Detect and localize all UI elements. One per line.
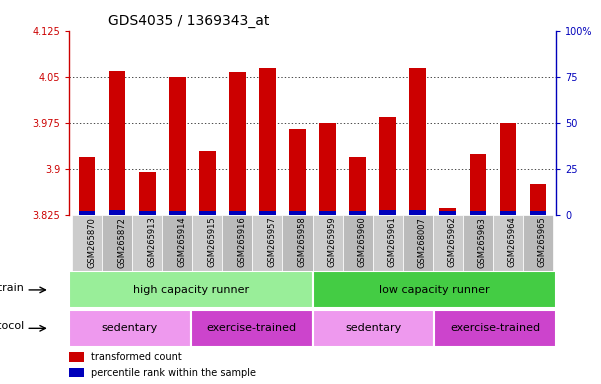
Bar [349,211,366,215]
Bar [469,211,486,215]
Bar [169,77,186,215]
Text: GSM265958: GSM265958 [297,217,307,268]
Bar [289,129,306,215]
Bar [162,215,192,271]
Bar [379,210,396,215]
Bar [319,123,336,215]
Bar [69,368,84,377]
Text: GSM265957: GSM265957 [267,217,276,268]
Bar [72,215,102,271]
Bar [313,271,556,308]
Text: low capacity runner: low capacity runner [379,285,490,295]
Bar [199,211,216,215]
Bar [282,215,313,271]
Bar [403,215,433,271]
Bar [469,154,486,215]
Text: sedentary: sedentary [345,323,401,333]
Bar [499,123,516,215]
Text: GSM268007: GSM268007 [418,217,427,268]
Bar [409,210,426,215]
Bar [259,211,276,215]
Bar [229,73,246,215]
Bar [69,310,191,347]
Text: GSM265916: GSM265916 [237,217,246,268]
Text: transformed count: transformed count [91,353,182,362]
Bar [529,211,546,215]
Bar [69,352,84,362]
Text: GSM265870: GSM265870 [87,217,96,268]
Bar [439,211,456,215]
Text: protocol: protocol [0,321,24,331]
Bar [523,215,553,271]
Text: GSM265961: GSM265961 [388,217,397,268]
Bar [109,71,126,215]
Text: GSM265962: GSM265962 [448,217,457,268]
Text: exercise-trained: exercise-trained [450,323,540,333]
Bar [379,118,396,215]
Bar [79,157,96,215]
Bar [139,172,156,215]
Bar [313,215,343,271]
Bar [169,211,186,215]
Text: GSM265913: GSM265913 [147,217,156,268]
Bar [373,215,403,271]
Bar [433,215,463,271]
Text: GSM265963: GSM265963 [478,217,487,268]
Text: GSM265960: GSM265960 [358,217,367,268]
Bar [319,211,336,215]
Bar [463,215,493,271]
Text: GSM265964: GSM265964 [508,217,517,268]
Text: exercise-trained: exercise-trained [207,323,297,333]
Bar [222,215,252,271]
Bar [343,215,373,271]
Bar [439,208,456,215]
Bar [252,215,282,271]
Text: GSM265872: GSM265872 [117,217,126,268]
Bar [199,151,216,215]
Bar [192,215,222,271]
Bar [139,211,156,215]
Text: GSM265915: GSM265915 [207,217,216,267]
Text: GDS4035 / 1369343_at: GDS4035 / 1369343_at [108,14,269,28]
Bar [409,68,426,215]
Text: sedentary: sedentary [102,323,158,333]
Bar [435,310,556,347]
Text: strain: strain [0,283,24,293]
Bar [349,157,366,215]
Bar [289,211,306,215]
Text: GSM265914: GSM265914 [177,217,186,267]
Text: high capacity runner: high capacity runner [133,285,249,295]
Bar [229,211,246,215]
Bar [109,210,126,215]
Text: GSM265965: GSM265965 [538,217,547,268]
Bar [529,184,546,215]
Bar [79,211,96,215]
Bar [493,215,523,271]
Bar [191,310,313,347]
Text: GSM265959: GSM265959 [328,217,337,267]
Text: percentile rank within the sample: percentile rank within the sample [91,368,256,378]
Bar [102,215,132,271]
Bar [259,68,276,215]
Bar [313,310,435,347]
Bar [132,215,162,271]
Bar [69,271,313,308]
Bar [499,211,516,215]
